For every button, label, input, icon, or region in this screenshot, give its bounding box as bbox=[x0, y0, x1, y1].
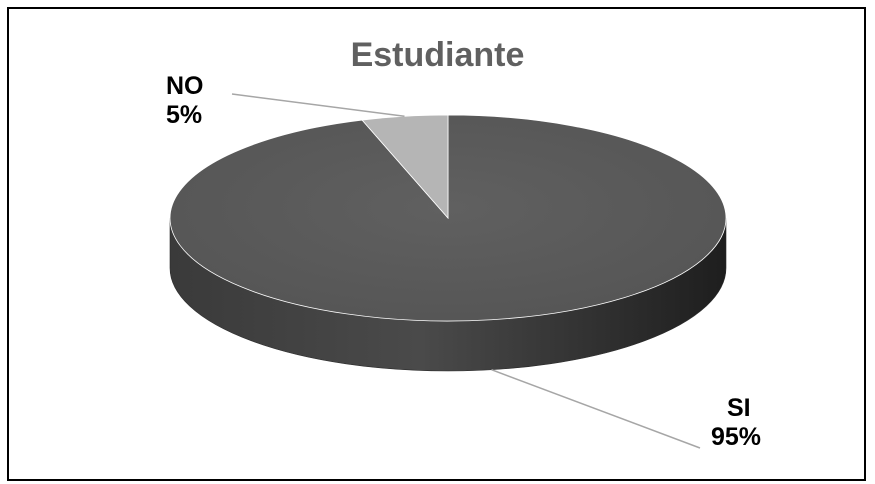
slice-value-no: 5% bbox=[166, 101, 203, 129]
slice-value-si: 95% bbox=[711, 423, 762, 451]
leader-line-no bbox=[231, 93, 405, 118]
pie-slice-no bbox=[361, 114, 449, 220]
slice-label-no: NO 5% bbox=[166, 72, 204, 130]
slice-name-no: NO bbox=[166, 72, 204, 100]
chart-title: Estudiante bbox=[350, 36, 525, 74]
slice-label-si: SI 95% bbox=[711, 394, 761, 452]
slice-name-si: SI bbox=[727, 394, 751, 422]
leader-line-si bbox=[491, 369, 701, 449]
